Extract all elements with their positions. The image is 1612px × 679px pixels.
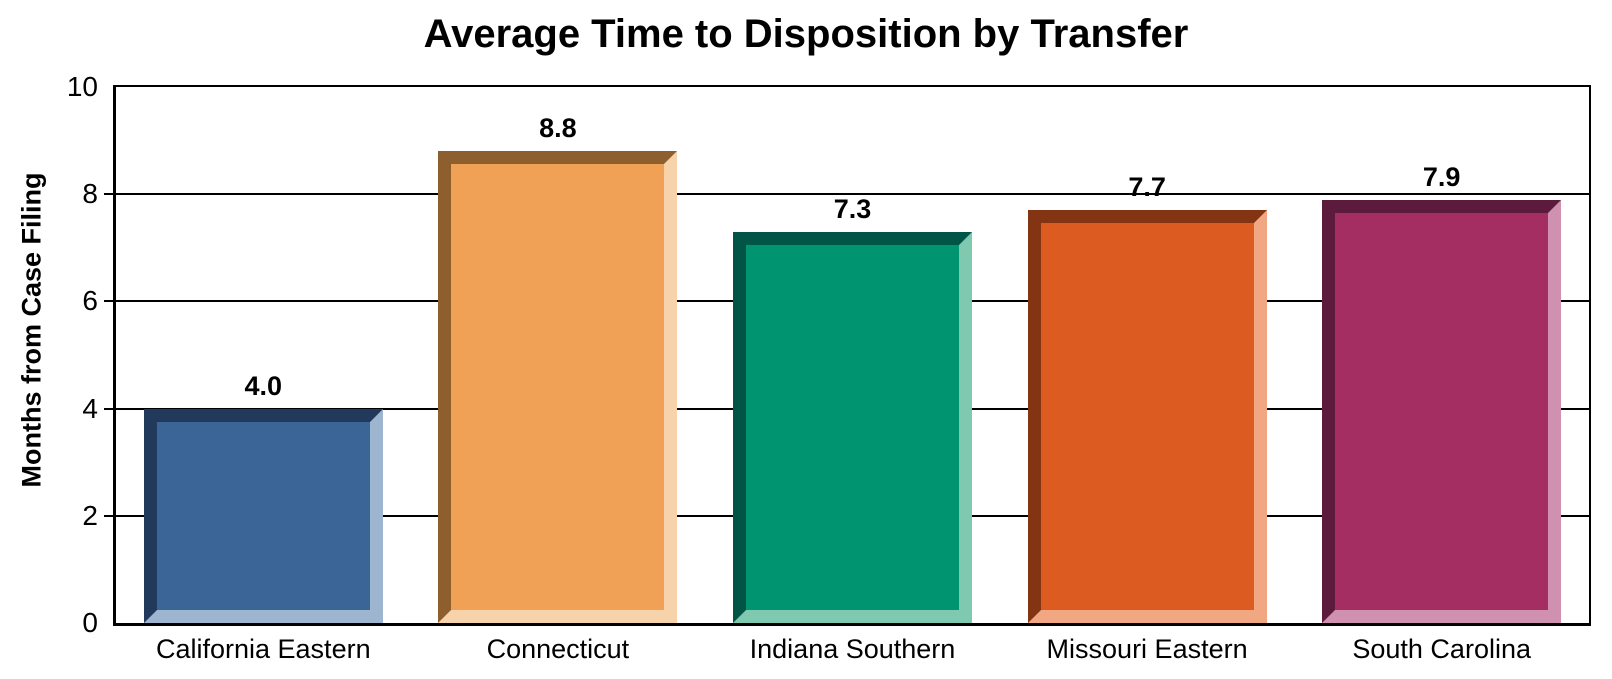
y-tick-label-8: 8 (82, 178, 98, 210)
x-tick-label-south-carolina: South Carolina (1352, 634, 1531, 664)
y-axis-title: Months from Case Filing (16, 172, 47, 488)
y-tick-label-2: 2 (82, 499, 98, 531)
gridline-y-8 (116, 193, 1589, 196)
bar-connecticut (438, 151, 678, 623)
chart-title: Average Time to Disposition by Transfer (423, 12, 1189, 56)
bar-value-label-missouri-eastern: 7.7 (1128, 172, 1166, 203)
bar-value-label-california-eastern: 4.0 (244, 370, 283, 401)
y-axis-tick-4 (104, 407, 113, 410)
x-tick-label-missouri-eastern: Missouri Eastern (1046, 634, 1248, 664)
y-axis-tick-6 (104, 300, 113, 303)
bar-value-label-indiana-southern: 7.3 (833, 193, 872, 224)
y-tick-label-4: 4 (82, 392, 98, 424)
y-axis-tick-8 (104, 193, 113, 196)
y-tick-label-10: 10 (66, 71, 98, 102)
y-tick-label-6: 6 (82, 285, 98, 317)
plot-area: 4.0 8.8 7.3 7.7 7.9 (104, 85, 1591, 626)
y-axis-tick-2 (104, 514, 113, 517)
y-tick-label-0: 0 (82, 607, 98, 638)
bar-california-eastern (143, 408, 383, 623)
bar-value-label-connecticut: 8.8 (539, 113, 577, 144)
x-tick-label-connecticut: Connecticut (486, 634, 630, 664)
bar-missouri-eastern (1027, 210, 1267, 623)
bar-south-carolina (1322, 199, 1562, 623)
x-tick-label-california-eastern: California Eastern (155, 634, 371, 664)
bar-value-label-south-carolina: 7.9 (1422, 161, 1461, 192)
bar-indiana-southern (733, 231, 972, 623)
x-tick-label-indiana-southern: Indiana Southern (749, 634, 956, 664)
